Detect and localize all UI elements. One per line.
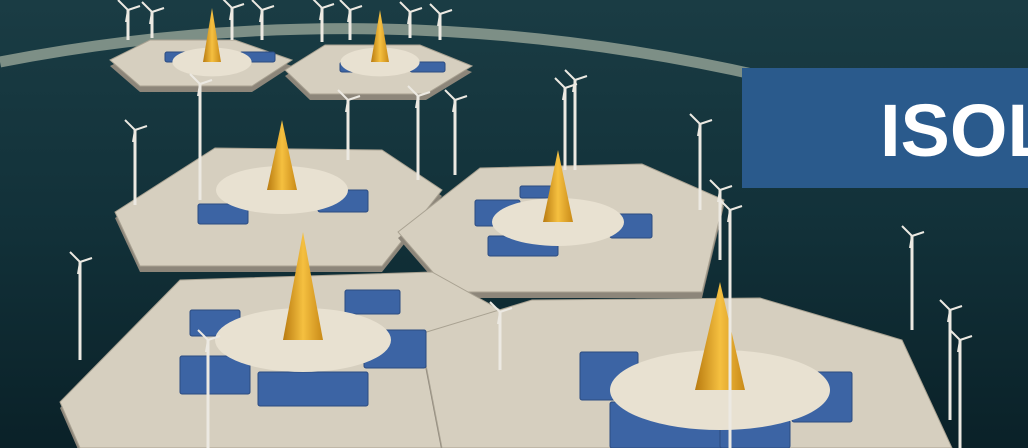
spire <box>371 10 389 62</box>
turbine-blades <box>709 179 733 203</box>
spire <box>543 150 573 222</box>
turbine-blades <box>117 0 141 23</box>
solar-panel <box>344 289 401 315</box>
banner <box>742 68 1028 188</box>
turbine-blades <box>429 3 453 27</box>
spire <box>283 232 323 340</box>
turbine-blades <box>564 69 588 93</box>
solar-panel <box>197 203 249 225</box>
turbine-blades <box>337 89 361 113</box>
turbine-blades <box>407 85 431 109</box>
turbine-blades <box>949 329 973 353</box>
turbine-blades <box>189 73 213 97</box>
turbine-blades <box>939 299 963 323</box>
turbine-blades <box>312 0 335 21</box>
solar-panel <box>179 355 251 395</box>
turbine-blades <box>141 1 165 25</box>
spire <box>203 8 221 62</box>
turbine-blades <box>124 119 148 143</box>
turbine-blades <box>197 329 221 353</box>
turbine-blades <box>69 251 93 275</box>
turbine-blades <box>901 225 925 249</box>
islands <box>59 0 973 448</box>
spire <box>695 282 745 390</box>
banner-text: ISOL <box>880 89 1028 172</box>
turbine-blades <box>399 1 423 25</box>
turbine-blades <box>222 0 245 21</box>
solar-panel <box>257 371 369 407</box>
turbine-blades <box>489 301 513 325</box>
spire <box>267 120 297 190</box>
turbine-blades <box>444 89 468 113</box>
turbine-blades <box>339 0 363 23</box>
turbine-blades <box>689 113 713 137</box>
turbine-blades <box>719 199 743 223</box>
turbine-blades <box>251 0 275 23</box>
